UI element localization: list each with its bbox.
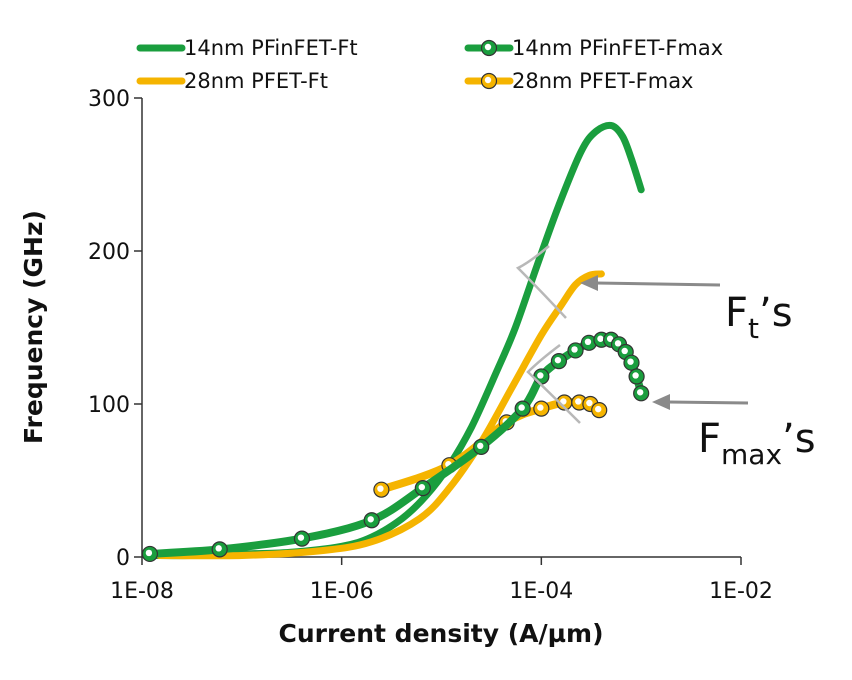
series-14nm-pfinfet-fmax <box>141 331 650 563</box>
legend: 14nm PFinFET-Ft 14nm PFinFET-Fmax 28nm PFE… <box>136 36 723 93</box>
legend-item: 28nm PFET-Fmax <box>464 69 693 93</box>
ft-bracket <box>515 245 567 319</box>
legend-label: 14nm PFinFET-Fmax <box>512 36 723 60</box>
data-point <box>533 400 550 417</box>
y-tick-label: 0 <box>116 546 130 571</box>
x-tick-label: 1E-04 <box>509 579 573 604</box>
series-layer <box>141 121 650 563</box>
x-ticks: 1E-08 1E-06 1E-04 1E-02 <box>110 557 773 604</box>
data-point <box>514 400 531 417</box>
data-point <box>211 541 228 558</box>
legend-label: 28nm PFET-Fmax <box>512 69 693 93</box>
legend-item: 14nm PFinFET-Fmax <box>464 36 723 60</box>
data-point <box>591 402 608 419</box>
data-point <box>556 394 573 411</box>
legend-item: 28nm PFET-Ft <box>136 69 328 93</box>
x-tick-label: 1E-08 <box>110 579 174 604</box>
data-point <box>550 353 568 370</box>
data-point <box>628 368 645 385</box>
data-point <box>567 342 584 359</box>
fmax-arrow-line <box>667 400 749 405</box>
annotation-layer: Ft’s Fmax’s <box>515 245 816 471</box>
data-point <box>533 368 550 385</box>
legend-label: 28nm PFET-Ft <box>184 69 328 93</box>
data-point <box>373 481 390 498</box>
y-tick-label: 100 <box>88 393 130 418</box>
x-axis-title: Current density (A/µm) <box>278 619 603 648</box>
y-tick-label: 200 <box>88 240 130 265</box>
y-axis-title: Frequency (GHz) <box>19 210 48 444</box>
x-tick-label: 1E-02 <box>709 579 773 604</box>
data-point <box>414 480 431 497</box>
series-14nm-pfinfet-ft <box>146 121 645 560</box>
data-point <box>473 438 490 455</box>
series-line <box>146 121 645 560</box>
series-line <box>377 397 604 494</box>
data-point <box>141 545 159 563</box>
data-point <box>633 385 650 402</box>
y-tick-label: 300 <box>88 87 130 112</box>
data-point <box>623 354 640 371</box>
ft-arrow-head <box>580 275 598 291</box>
fmax-arrow-head <box>652 394 670 410</box>
data-point <box>293 530 311 547</box>
ft-arrow-line <box>595 281 721 287</box>
axes <box>141 98 741 558</box>
series-28nm-pfet-fmax <box>373 394 608 498</box>
x-tick-label: 1E-06 <box>310 579 374 604</box>
data-point <box>363 512 380 529</box>
fmax-annotation: Fmax’s <box>698 416 816 471</box>
y-ticks: 0 100 200 300 <box>88 87 142 571</box>
legend-item: 14nm PFinFET-Ft <box>136 36 358 60</box>
fmax-bracket <box>526 344 581 424</box>
ft-annotation: Ft’s <box>725 290 793 345</box>
legend-label: 14nm PFinFET-Ft <box>184 36 358 60</box>
